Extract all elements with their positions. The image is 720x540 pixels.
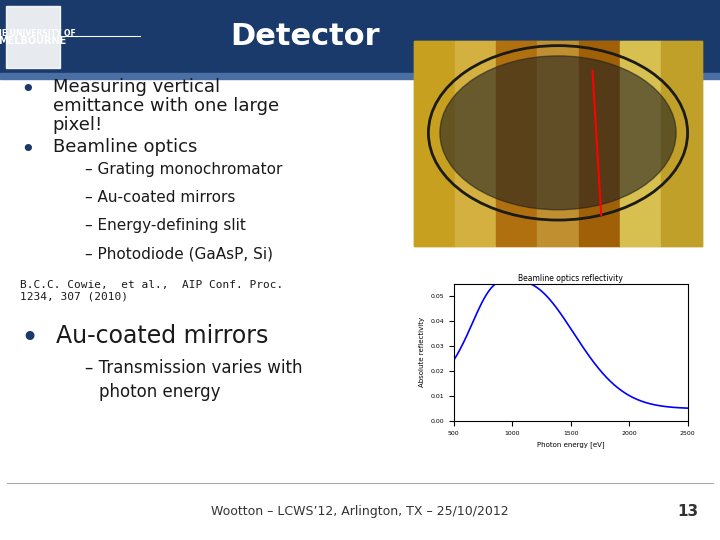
Bar (414, 40, 455, 246)
Bar (661, 40, 702, 246)
Text: •: • (20, 78, 35, 102)
Bar (4, 4, 140, 69)
Bar (620, 40, 661, 246)
X-axis label: Photon energy [eV]: Photon energy [eV] (537, 442, 604, 448)
Bar (0, 73, 720, 79)
Title: Beamline optics reflectivity: Beamline optics reflectivity (518, 274, 623, 283)
Text: •: • (20, 138, 35, 161)
Text: photon energy: photon energy (99, 383, 221, 401)
Text: pixel!: pixel! (53, 116, 103, 134)
Y-axis label: Absolute reflectivity: Absolute reflectivity (418, 318, 425, 387)
Text: THE UNIVERSITY OF: THE UNIVERSITY OF (0, 29, 76, 38)
Bar (414, 40, 702, 246)
Text: – Grating monochromator: – Grating monochromator (85, 162, 282, 177)
Text: Beamline optics: Beamline optics (53, 138, 197, 156)
Bar (0, 0, 720, 73)
Bar (6, 6, 60, 68)
Bar (414, 267, 702, 446)
Text: 13: 13 (678, 504, 698, 519)
Text: MELBOURNE: MELBOURNE (0, 36, 66, 46)
Text: Detector: Detector (230, 22, 380, 51)
Bar (455, 40, 496, 246)
Text: emittance with one large: emittance with one large (53, 97, 279, 115)
Text: – Au-coated mirrors: – Au-coated mirrors (85, 190, 235, 205)
Text: – Energy-defining slit: – Energy-defining slit (85, 218, 246, 233)
Text: – Transmission varies with: – Transmission varies with (85, 359, 302, 377)
Text: Au-coated mirrors: Au-coated mirrors (56, 324, 269, 348)
Text: B.C.C. Cowie,  et al.,  AIP Conf. Proc.
1234, 307 (2010): B.C.C. Cowie, et al., AIP Conf. Proc. 12… (20, 280, 284, 301)
Text: – Photodiode (GaAsP, Si): – Photodiode (GaAsP, Si) (85, 246, 273, 261)
Bar (496, 40, 537, 246)
Text: Measuring vertical: Measuring vertical (53, 78, 220, 96)
Bar (579, 40, 620, 246)
Text: Wootton – LCWS’12, Arlington, TX – 25/10/2012: Wootton – LCWS’12, Arlington, TX – 25/10… (211, 505, 509, 518)
Text: •: • (20, 324, 38, 353)
Ellipse shape (440, 56, 676, 210)
Bar (537, 40, 579, 246)
